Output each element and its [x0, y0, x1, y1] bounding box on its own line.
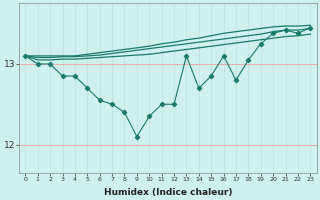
- X-axis label: Humidex (Indice chaleur): Humidex (Indice chaleur): [104, 188, 232, 197]
